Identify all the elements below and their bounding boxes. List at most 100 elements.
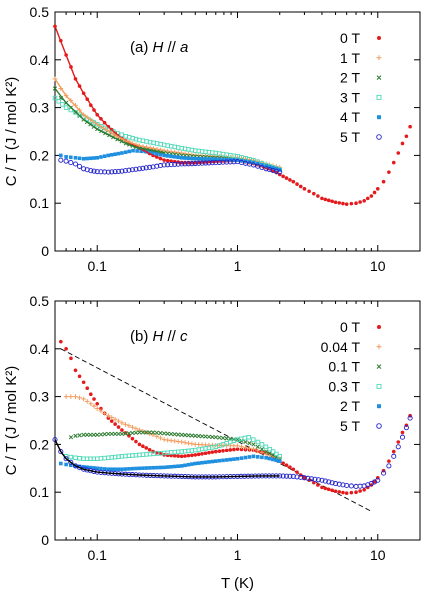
y-tick-label: 0.4: [30, 52, 50, 68]
data-point: [263, 451, 269, 457]
data-point: [381, 179, 386, 184]
data-point: [144, 466, 149, 470]
data-point: [106, 153, 111, 158]
data-point: [267, 451, 272, 456]
data-point: [127, 149, 132, 154]
legend-marker: [376, 364, 382, 369]
x-tick-label: 0.1: [87, 547, 107, 563]
legend-label: 3 T: [340, 89, 360, 105]
data-point: [147, 430, 152, 435]
legend-label: 0 T: [340, 319, 360, 335]
data-point: [365, 196, 370, 201]
data-point: [199, 160, 205, 166]
data-point: [137, 442, 142, 447]
panel-label: (a) H // a: [130, 39, 188, 56]
data-point: [172, 453, 177, 458]
data-point: [203, 157, 208, 161]
data-point: [158, 141, 163, 147]
data-point: [135, 149, 139, 153]
data-point: [277, 169, 283, 175]
data-point: [130, 466, 135, 471]
data-point: [271, 457, 275, 462]
legend-label: 4 T: [340, 109, 360, 125]
data-point: [190, 156, 194, 161]
data-point: [99, 155, 103, 159]
y-axis-title: C / T (J / mol K²): [3, 77, 20, 186]
data-point: [91, 432, 96, 437]
data-point: [151, 151, 155, 155]
data-point: [94, 169, 100, 175]
data-point: [217, 435, 222, 440]
data-point: [186, 156, 191, 161]
data-point: [341, 201, 345, 206]
data-point: [263, 449, 269, 454]
data-point: [56, 98, 61, 104]
data-point: [264, 164, 268, 168]
data-point: [147, 139, 153, 145]
data-point: [267, 456, 272, 461]
data-point: [217, 449, 222, 453]
data-point: [308, 476, 314, 482]
data-point: [207, 157, 211, 161]
data-point: [172, 155, 177, 159]
data-point: [120, 467, 124, 472]
data-point: [260, 455, 264, 460]
data-point: [155, 465, 159, 470]
data-point: [316, 483, 320, 487]
data-point: [176, 155, 180, 160]
x-tick-label: 1: [234, 258, 242, 274]
data-point: [354, 490, 358, 495]
data-point: [407, 415, 413, 421]
fit-curve: [54, 439, 280, 478]
data-point: [77, 374, 82, 379]
data-point: [326, 479, 332, 485]
data-point: [213, 449, 218, 454]
data-point: [176, 464, 180, 468]
data-point: [213, 459, 218, 463]
data-point: [147, 164, 153, 170]
legend-marker: [376, 423, 382, 429]
data-point: [63, 394, 69, 399]
data-point: [77, 163, 83, 169]
data-point: [283, 473, 290, 479]
data-point: [168, 162, 174, 168]
data-point: [161, 162, 167, 168]
data-point: [404, 134, 409, 139]
data-point: [52, 437, 58, 443]
data-point: [263, 444, 269, 450]
series-2: [68, 430, 282, 461]
y-tick-label: 0.2: [30, 147, 50, 163]
data-point: [298, 474, 304, 480]
data-point: [147, 150, 151, 155]
data-point: [137, 466, 142, 471]
data-point: [179, 161, 185, 167]
data-point: [235, 443, 240, 449]
data-point: [344, 202, 349, 206]
data-point: [99, 466, 103, 471]
data-point: [200, 157, 204, 161]
data-point: [144, 446, 149, 450]
data-point: [213, 160, 219, 166]
data-point: [266, 167, 273, 173]
data-point: [224, 458, 229, 462]
data-point: [102, 455, 107, 461]
legend-label: 2 T: [340, 398, 360, 414]
data-point: [322, 478, 328, 484]
data-point: [391, 449, 396, 454]
data-point: [112, 169, 118, 175]
data-point: [320, 485, 324, 490]
data-point: [69, 155, 73, 160]
data-point: [176, 454, 180, 458]
data-point: [126, 431, 132, 436]
data-point: [151, 140, 156, 146]
data-point: [91, 403, 97, 409]
legend-marker: [376, 55, 382, 61]
x-tick-label: 10: [370, 258, 386, 274]
data-point: [169, 464, 173, 469]
data-point: [113, 422, 117, 426]
y-tick-label: 0.2: [30, 436, 50, 452]
data-point: [210, 450, 215, 454]
data-point: [243, 439, 248, 445]
data-point: [243, 455, 248, 460]
data-point: [387, 459, 391, 463]
